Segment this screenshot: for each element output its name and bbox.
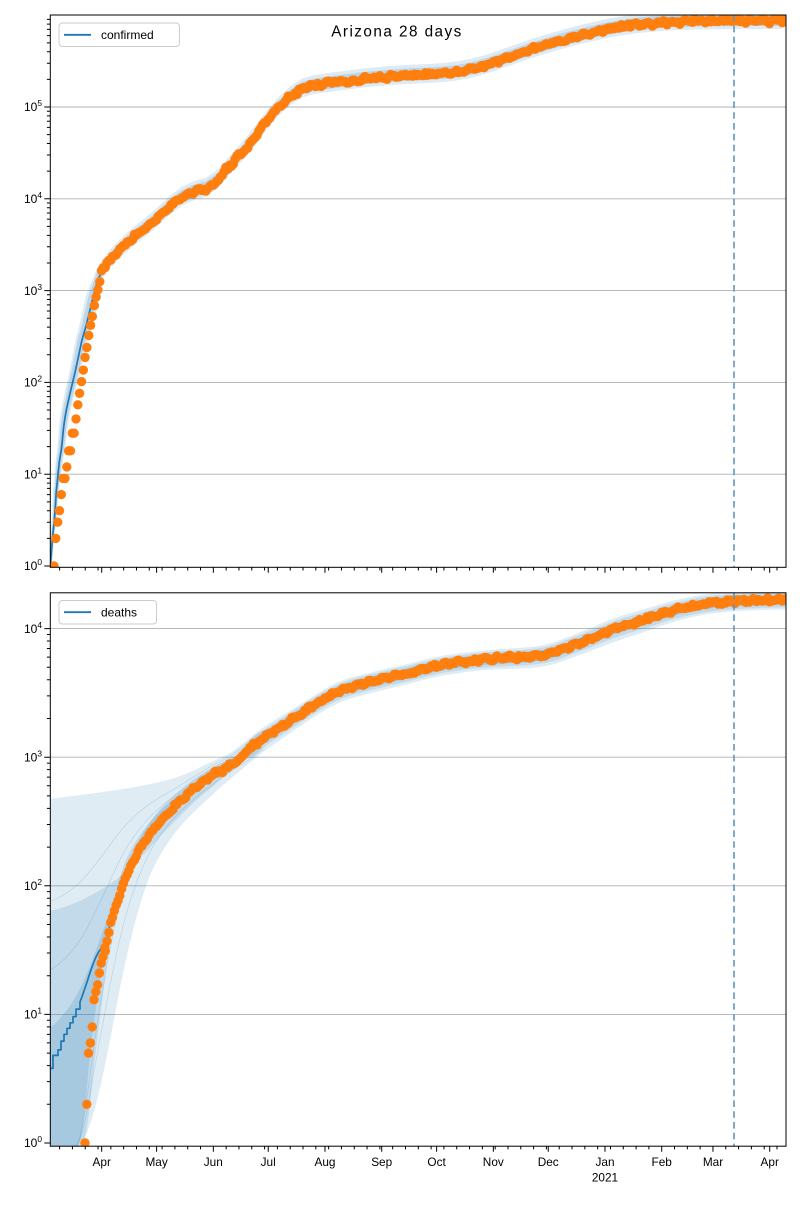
svg-text:Jun: Jun: [204, 1155, 223, 1169]
svg-text:Dec: Dec: [538, 1155, 559, 1169]
svg-text:May: May: [145, 1155, 167, 1169]
svg-text:Nov: Nov: [483, 1155, 504, 1169]
svg-text:2021: 2021: [592, 1171, 618, 1185]
svg-text:Oct: Oct: [427, 1155, 446, 1169]
svg-text:Feb: Feb: [652, 1155, 673, 1169]
svg-text:confirmed: confirmed: [101, 28, 154, 42]
svg-text:Apr: Apr: [93, 1155, 111, 1169]
svg-text:deaths: deaths: [101, 606, 137, 620]
svg-text:Sep: Sep: [371, 1155, 392, 1169]
svg-text:Mar: Mar: [703, 1155, 723, 1169]
svg-text:Aug: Aug: [315, 1155, 336, 1169]
svg-text:Apr: Apr: [761, 1155, 779, 1169]
svg-text:Jan: Jan: [595, 1155, 614, 1169]
svg-text:Jul: Jul: [261, 1155, 276, 1169]
svg-text:Arizona 28 days: Arizona 28 days: [331, 24, 462, 41]
